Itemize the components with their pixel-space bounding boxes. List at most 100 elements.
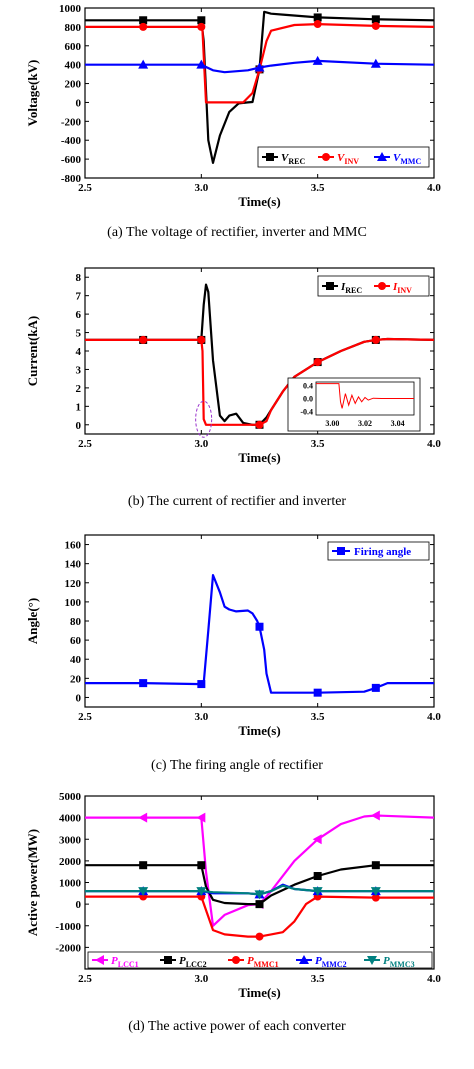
y-tick-label: 3000 xyxy=(59,834,82,846)
data-point xyxy=(196,812,206,823)
x-tick-label: 3.0 xyxy=(194,711,208,723)
data-point xyxy=(138,887,149,897)
legend-label-sub: MMC2 xyxy=(322,960,347,969)
inset-x-tick-label: 3.00 xyxy=(325,419,339,428)
y-tick-label: 120 xyxy=(65,578,82,590)
data-point xyxy=(313,13,322,22)
data-point xyxy=(197,22,206,31)
legend-marker xyxy=(266,153,274,161)
series-group xyxy=(85,810,434,941)
x-tick-label: 4.0 xyxy=(427,182,441,194)
data-point xyxy=(371,683,380,692)
plot-frame xyxy=(84,534,435,708)
x-tick-label: 4.0 xyxy=(427,438,441,450)
series-line-firing-angle xyxy=(85,573,434,694)
data-point xyxy=(371,861,380,870)
legend: Firing angle xyxy=(327,541,430,561)
x-tick-label: 3.5 xyxy=(311,182,325,194)
legend-label-main: P xyxy=(315,955,322,967)
data-point xyxy=(370,810,380,821)
y-tick-label: -400 xyxy=(61,135,82,147)
y-tick-label: 160 xyxy=(65,540,82,552)
y-tick-label: 60 xyxy=(70,635,82,647)
y-tick-label: -200 xyxy=(61,116,82,128)
plot-frame xyxy=(84,795,435,970)
data-point xyxy=(197,335,206,344)
legend-label-sub: LCC2 xyxy=(186,960,207,969)
legend: PLCC1 PLCC2 PMMC1 PMMC2 PMMC3 xyxy=(87,951,433,969)
y-tick-label: 600 xyxy=(65,41,82,53)
y-tick-label: 40 xyxy=(70,654,82,666)
legend-box xyxy=(317,275,430,297)
legend-label: IINV xyxy=(392,281,412,295)
y-axis-label: Angle(°) xyxy=(25,598,40,644)
legend-label-sub: REC xyxy=(288,157,305,166)
legend-label: PLCC2 xyxy=(179,955,207,969)
y-tick-label: 0 xyxy=(76,899,82,911)
figure-caption: (a) The voltage of rectifier, inverter a… xyxy=(107,225,367,240)
data-point xyxy=(139,335,148,344)
data-point xyxy=(196,59,207,69)
y-tick-label: 140 xyxy=(65,559,82,571)
y-tick-label: 4 xyxy=(76,346,82,358)
inset-y-tick-label: 0.0 xyxy=(303,395,313,404)
data-point xyxy=(197,680,206,689)
y-tick-label: 6 xyxy=(76,309,82,321)
inset-chart: 3.00 3.02 3.04 0.4 0.0 -0.4 xyxy=(287,377,421,432)
y-tick-label: -2000 xyxy=(55,942,81,954)
data-point xyxy=(371,21,380,30)
legend-label: IREC xyxy=(340,281,362,295)
data-point xyxy=(313,688,322,697)
x-axis-label: Time(s) xyxy=(238,450,280,465)
x-axis-label: Time(s) xyxy=(238,723,280,738)
y-tick-label: 100 xyxy=(65,597,82,609)
figure-caption: (c) The firing angle of rectifier xyxy=(151,758,323,773)
legend-marker xyxy=(326,282,334,290)
data-point xyxy=(371,893,380,902)
legend-label-main: I xyxy=(340,281,346,293)
inset-series-line xyxy=(316,383,414,409)
figure-caption: (d) The active power of each converter xyxy=(128,1019,346,1034)
y-tick-label: 1000 xyxy=(59,3,82,15)
legend-label-main: I xyxy=(392,281,398,293)
legend-label-main: P xyxy=(247,955,254,967)
y-tick-label: 0 xyxy=(76,420,82,432)
series-group xyxy=(85,573,434,697)
data-point xyxy=(255,420,264,429)
y-tick-label: 0 xyxy=(76,692,82,704)
y-tick-label: -600 xyxy=(61,154,82,166)
legend-marker xyxy=(164,956,172,964)
data-point xyxy=(139,679,148,688)
x-axis-label: Time(s) xyxy=(238,985,280,1000)
legend-label: PLCC1 xyxy=(111,955,139,969)
chart-panel-3: 2.5 3.0 3.5 4.0 -2000 -1000 0 1000 2000 3000 4000 5… xyxy=(25,791,441,1034)
y-axis-label: Active power(MW) xyxy=(25,829,40,936)
legend-label-sub: MMC3 xyxy=(390,960,415,969)
chart-panel-1: 2.5 3.0 3.5 4.0 0 1 2 3 4 5 6 7 8 Time(s) Current(kA) (… xyxy=(25,267,441,509)
plot-frame xyxy=(84,7,435,179)
legend: IREC IINV xyxy=(317,275,430,297)
legend-label-sub: MMC xyxy=(400,157,421,166)
data-point xyxy=(370,58,381,68)
legend-label-sub: REC xyxy=(345,286,362,295)
legend-label-main: V xyxy=(393,152,402,164)
y-tick-label: 80 xyxy=(70,616,82,628)
inset-x-tick-label: 3.04 xyxy=(391,419,405,428)
series-line-lcc1 xyxy=(85,814,434,927)
y-tick-label: 5 xyxy=(76,328,82,340)
legend-label: PMMC2 xyxy=(315,955,347,969)
series-group xyxy=(85,10,434,164)
data-point xyxy=(139,861,148,870)
x-tick-label: 4.0 xyxy=(427,711,441,723)
x-tick-label: 3.0 xyxy=(194,438,208,450)
inset-x-tick-label: 3.02 xyxy=(358,419,372,428)
data-point xyxy=(371,15,380,24)
data-point xyxy=(139,16,148,25)
legend-label: Firing angle xyxy=(354,546,411,558)
y-tick-label: 8 xyxy=(76,272,82,284)
x-tick-label: 3.0 xyxy=(194,182,208,194)
legend-box xyxy=(257,146,430,168)
inset-y-tick-label: 0.4 xyxy=(303,381,313,390)
legend-marker xyxy=(377,152,387,161)
